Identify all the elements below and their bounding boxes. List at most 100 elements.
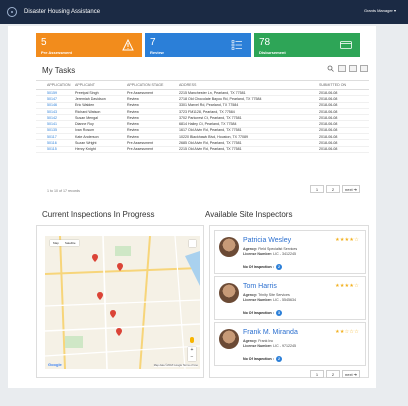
- submitted-date: 2018-06-08: [319, 141, 338, 146]
- application-id[interactable]: 50142: [47, 115, 57, 120]
- license-line: License Number: LIC - 3412245: [243, 252, 296, 256]
- application-stage: Review: [127, 115, 139, 120]
- inspectors-title: Available Site Inspectors: [205, 210, 293, 219]
- map-attribution[interactable]: Map data ©2018 Google Terms of Use: [153, 364, 198, 367]
- inspector-card[interactable]: Frank M. Miranda ★★☆☆☆ Agency: Frank Inc…: [214, 322, 366, 366]
- search-icon[interactable]: [327, 65, 335, 72]
- table-row[interactable]: 50135 Ivan Rosum Review 1617 Old Alvin Rd, …: [36, 128, 369, 135]
- map-tab[interactable]: Map: [53, 241, 59, 245]
- application-id[interactable]: 50115: [47, 147, 57, 152]
- card-view-icon[interactable]: [360, 65, 368, 72]
- address: 2718 Old Chocolate Bayou Rd, Pearland, T…: [179, 96, 262, 101]
- table-body: 50159 Preetpal Singh Pre Assessment 2215 Ma…: [36, 90, 369, 153]
- inspector-name[interactable]: Patricia Wesley: [243, 237, 292, 244]
- inspector-name[interactable]: Frank M. Miranda: [243, 329, 298, 336]
- table-row[interactable]: 50147 Jeremiah Davidson Review 2718 Old Cho…: [36, 96, 369, 103]
- records-count: 1 to 10 of 17 records: [47, 189, 80, 193]
- application-id[interactable]: 50116: [47, 141, 57, 146]
- submitted-date: 2018-06-08: [319, 109, 338, 114]
- application-id[interactable]: 50146: [47, 103, 57, 108]
- app-logo-icon[interactable]: [7, 7, 17, 17]
- application-id[interactable]: 50159: [47, 90, 57, 95]
- address: 10220 Blackhawk Blvd, Houston, TX 77089: [179, 134, 249, 139]
- page-2-button[interactable]: 2: [326, 370, 340, 378]
- count-badge[interactable]: 2: [275, 356, 282, 362]
- satellite-tab[interactable]: Satellite: [64, 241, 76, 245]
- inspectors-pagination: 1 2 next ➔: [310, 370, 361, 378]
- address: 3702 Parkcrest Ct, Pearland, TX 77581: [179, 115, 242, 120]
- inspection-map[interactable]: Map Satellite + − Google Map data ©2018 …: [45, 236, 200, 369]
- inspector-card[interactable]: Patricia Wesley ★★★★☆ Agency: Field Spec…: [214, 230, 366, 274]
- warning-icon: [122, 39, 134, 51]
- google-logo: Google: [48, 362, 62, 367]
- count-badge[interactable]: 2: [275, 264, 282, 270]
- address: 1617 Old Alvin Rd, Pearland, TX 77581: [179, 128, 242, 133]
- list-view-icon[interactable]: [338, 65, 346, 72]
- applicant-name: Eric Walden: [75, 103, 95, 108]
- table-row[interactable]: 50146 Eric Walden Review 3301 Marvel Rd, Pe…: [36, 103, 369, 109]
- disbursement-label: Disbursement: [259, 50, 286, 55]
- table-row[interactable]: 50159 Preetpal Singh Pre Assessment 2215 Ma…: [36, 90, 369, 97]
- disbursement-card[interactable]: 78 Disbursement: [254, 33, 360, 57]
- table-header: Application Applicant Application Stage …: [36, 81, 369, 90]
- submitted-date: 2018-06-08: [319, 122, 338, 127]
- next-button[interactable]: next ➔: [342, 185, 361, 193]
- count-badge[interactable]: 3: [275, 310, 282, 316]
- zoom-in-button[interactable]: +: [190, 347, 194, 353]
- table-row[interactable]: 50115 Henry Knight Pre Assessment 2215 Old …: [36, 147, 369, 153]
- task-tools: [327, 65, 368, 72]
- pre-assessment-card[interactable]: 5 Pre Assessment: [36, 33, 142, 57]
- column-header[interactable]: Application: [47, 83, 71, 87]
- page-1-button[interactable]: 1: [310, 370, 324, 378]
- review-label: Review: [150, 50, 164, 55]
- fullscreen-icon[interactable]: [189, 240, 196, 247]
- application-stage: Pre Assessment: [127, 141, 153, 146]
- tasks-pagination: 1 2 next ➔: [310, 185, 361, 193]
- table-row[interactable]: 50143 Richard Watson Review 3723 FM1128, Pe…: [36, 109, 369, 116]
- my-tasks-title: My Tasks: [42, 66, 76, 75]
- inspector-name[interactable]: Tom Harris: [243, 283, 277, 290]
- grid-view-icon[interactable]: [349, 65, 357, 72]
- application-id[interactable]: 50117: [47, 134, 57, 139]
- street-view-icon[interactable]: [190, 337, 194, 343]
- column-header[interactable]: Application Stage: [127, 83, 164, 87]
- application-id[interactable]: 50135: [47, 128, 57, 133]
- page-2-button[interactable]: 2: [326, 185, 340, 193]
- submitted-date: 2018-06-08: [319, 147, 338, 152]
- submitted-date: 2018-06-08: [319, 103, 338, 108]
- page-1-button[interactable]: 1: [310, 185, 324, 193]
- applicant-name: Dianne Roy: [75, 122, 94, 127]
- inspector-card[interactable]: Tom Harris ★★★★☆ Agency: Trinity Site Se…: [214, 276, 366, 320]
- applicant-name: Jeremiah Davidson: [75, 96, 106, 101]
- table-row[interactable]: 50141 Dianne Roy Review 6814 Hailey Ct, Pea…: [36, 121, 369, 128]
- zoom-control: + −: [188, 347, 196, 361]
- submitted-date: 2018-06-08: [319, 134, 338, 139]
- application-id[interactable]: 50147: [47, 96, 57, 101]
- agency-line: Agency: Trinity Site Services: [243, 293, 290, 297]
- top-bar: Disaster Housing Assistance Grants Manag…: [0, 0, 408, 24]
- application-stage: Pre Assessment: [127, 147, 153, 152]
- application-stage: Review: [127, 128, 139, 133]
- table-row[interactable]: 50117 Kate Anderson Review 10220 Blackhawk …: [36, 134, 369, 141]
- next-button[interactable]: next ➔: [342, 370, 361, 378]
- table-row[interactable]: 50116 Suzan Wright Pre Assessment 2685 Old …: [36, 140, 369, 147]
- column-header[interactable]: Applicant: [75, 83, 95, 87]
- application-id[interactable]: 50143: [47, 109, 57, 114]
- rating-stars: ★★★★☆: [335, 237, 359, 243]
- address: 2215 Manchester Ln, Pearland, TX 77581: [179, 90, 246, 95]
- zoom-out-button[interactable]: −: [190, 354, 194, 360]
- application-id[interactable]: 50141: [47, 122, 57, 127]
- map-panel: Map Satellite + − Google Map data ©2018 …: [36, 225, 204, 378]
- address: 2215 Old Alvin Rd, Pearland, TX 77581: [179, 147, 242, 152]
- applicant-name: Susan Mengal: [75, 115, 98, 120]
- table-row[interactable]: 50142 Susan Mengal Review 3702 Parkcrest Ct…: [36, 115, 369, 122]
- column-header[interactable]: Submitted On: [319, 83, 347, 87]
- column-header[interactable]: Address: [179, 83, 197, 87]
- application-stage: Review: [127, 134, 139, 139]
- review-card[interactable]: 7 Review: [145, 33, 251, 57]
- application-stage: Review: [127, 109, 139, 114]
- applicant-name: Ivan Rosum: [75, 128, 95, 133]
- applicant-name: Kate Anderson: [75, 134, 99, 139]
- user-menu[interactable]: Grants Manager ▾: [363, 8, 396, 13]
- agency-line: Agency: Field Specialist Services: [243, 247, 298, 251]
